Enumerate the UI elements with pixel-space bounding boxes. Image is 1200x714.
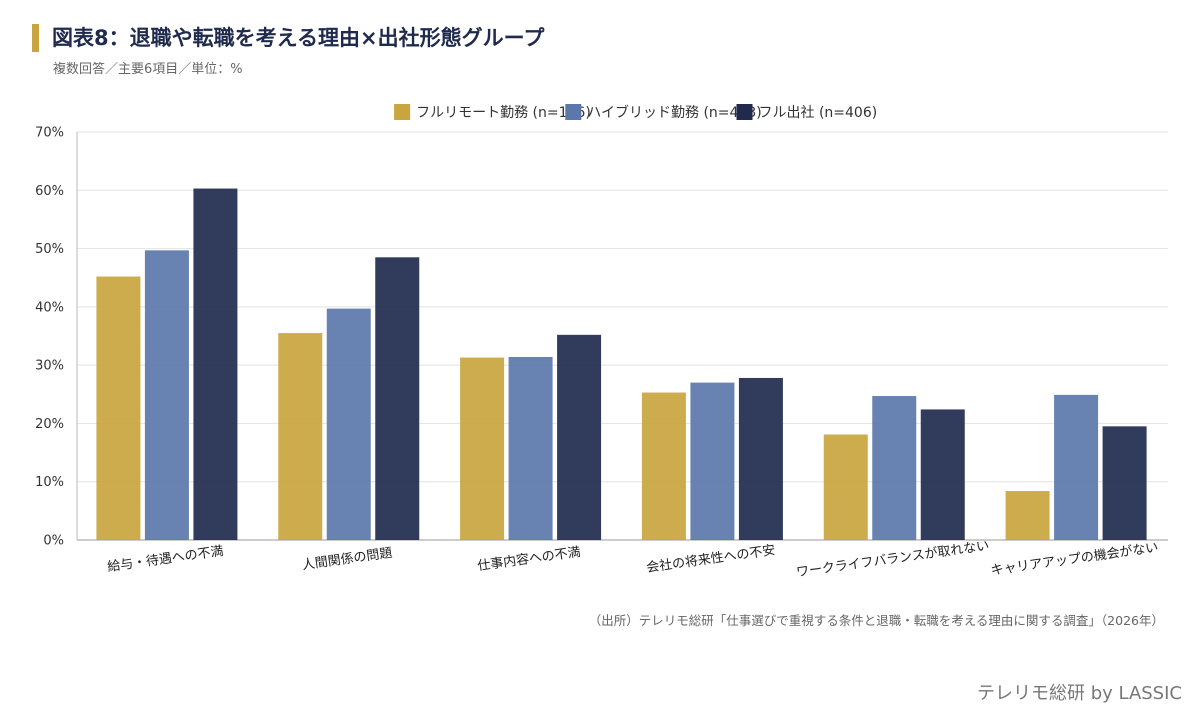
bar	[278, 333, 323, 540]
legend-label: フルリモート勤務 (n=166)	[416, 105, 591, 121]
brand-credit: テレリモ総研 by LASSIC	[976, 683, 1182, 704]
bar	[1054, 394, 1099, 540]
title-accent-bar	[32, 24, 39, 52]
x-category-label: 仕事内容への不満	[476, 544, 581, 574]
bar	[872, 396, 917, 540]
bar	[144, 250, 189, 540]
source-note: （出所）テレリモ総研「仕事選びで重視する条件と退職・転職を考える理由に関する調査…	[588, 613, 1164, 628]
y-tick-label: 10%	[35, 475, 64, 490]
y-tick-label: 50%	[35, 242, 64, 257]
x-category-label: キャリアアップの機会がない	[990, 540, 1159, 578]
legend-swatch	[565, 104, 582, 120]
bar	[920, 409, 965, 540]
bar	[326, 308, 371, 540]
bar	[557, 334, 602, 540]
bar	[1102, 426, 1147, 540]
bar	[738, 377, 783, 540]
legend-label: フル出社 (n=406)	[759, 105, 878, 121]
legend-label: ハイブリッド勤務 (n=433)	[587, 104, 761, 121]
bar	[1005, 491, 1050, 540]
chart-subtitle: 複数回答／主要6項目／単位：%	[53, 62, 243, 77]
bar	[193, 188, 238, 540]
y-tick-label: 60%	[35, 184, 64, 199]
y-tick-label: 70%	[35, 126, 64, 141]
x-category-label: 人間関係の問題	[301, 546, 393, 574]
y-tick-label: 30%	[35, 359, 64, 374]
bar	[823, 434, 868, 540]
bar	[460, 357, 505, 540]
x-category-label: ワークライフバランスが取れない	[795, 539, 990, 581]
y-tick-label: 40%	[35, 300, 64, 315]
bar	[690, 382, 735, 540]
y-tick-label: 20%	[35, 417, 64, 432]
bar	[96, 276, 141, 540]
bar	[641, 392, 686, 540]
x-category-label: 会社の将来性への不安	[645, 542, 776, 576]
bar	[375, 257, 420, 540]
bar	[508, 356, 553, 540]
x-category-label: 給与・待遇への不満	[106, 544, 224, 575]
legend-swatch	[736, 104, 753, 120]
chart-title: 図表8：退職や転職を考える理由×出社形態グループ	[52, 26, 545, 50]
legend-swatch	[394, 104, 411, 120]
y-tick-label: 0%	[43, 534, 64, 549]
